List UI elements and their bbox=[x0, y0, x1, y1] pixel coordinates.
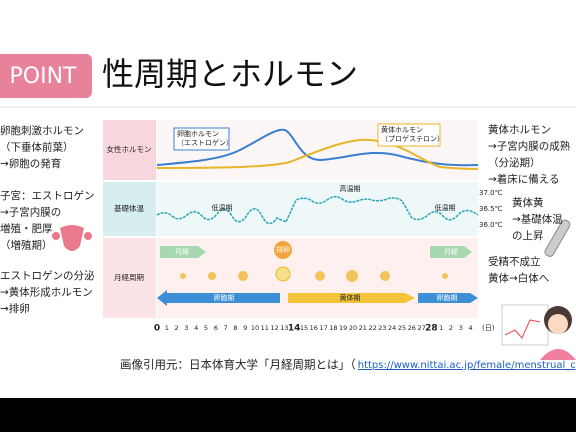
day-label: 23 bbox=[378, 324, 386, 332]
day-label: 22 bbox=[368, 324, 376, 332]
day-label: 13 bbox=[280, 324, 288, 332]
phase-arrow bbox=[288, 293, 415, 303]
day-label: 2 bbox=[449, 324, 453, 332]
left-note: （増殖期） bbox=[0, 239, 53, 252]
right-note: 黄体黄 bbox=[512, 196, 544, 209]
row-bg bbox=[103, 238, 156, 318]
temp-area bbox=[157, 182, 478, 236]
menses-arrow bbox=[430, 246, 472, 258]
ovulation-badge bbox=[274, 241, 292, 259]
badge: POINT bbox=[10, 64, 78, 89]
cycle-phase: 黄体期 bbox=[340, 293, 361, 302]
estrogen-box bbox=[173, 127, 230, 151]
day-label: 21 bbox=[359, 324, 367, 332]
right-note: の上昇 bbox=[512, 230, 544, 242]
cycle-phase: 卵胞期 bbox=[437, 293, 458, 302]
left-note: →黄体形成ホルモン bbox=[0, 286, 93, 299]
temp-phase: 高温期 bbox=[340, 184, 361, 193]
day-label: 16 bbox=[310, 324, 318, 332]
row-bg bbox=[103, 182, 156, 236]
right-note: 黄体→白体へ bbox=[488, 272, 549, 285]
cycle-event: 月経 bbox=[444, 247, 458, 256]
cycle-phase: 卵胞期 bbox=[214, 293, 235, 302]
row-label: 女性ホルモン bbox=[107, 144, 152, 154]
day-label: 17 bbox=[319, 324, 327, 332]
estrogen-curve bbox=[156, 128, 479, 167]
day-label: 10 bbox=[251, 324, 259, 332]
progesterone-label: 黄体ホルモン bbox=[381, 125, 423, 134]
temp-label: 36.0℃ bbox=[479, 221, 503, 229]
progesterone-curve bbox=[156, 138, 479, 170]
day-label: 11 bbox=[261, 324, 269, 332]
day-label: 3 bbox=[459, 324, 463, 332]
row-label: 基礎体温 bbox=[114, 203, 144, 213]
day-label: 1 bbox=[165, 324, 169, 332]
right-note: →着床に備える bbox=[488, 173, 559, 186]
day-label: 25 bbox=[398, 324, 406, 332]
row-bg bbox=[103, 120, 156, 180]
day-label: 26 bbox=[408, 324, 416, 332]
temp-line bbox=[156, 196, 479, 225]
phase-arrow bbox=[418, 293, 478, 303]
day-label: 0 bbox=[154, 324, 160, 334]
estrogen-label: （エストロゲン） bbox=[177, 138, 233, 147]
day-unit: (日) bbox=[482, 324, 495, 332]
day-label: 15 bbox=[300, 324, 308, 332]
day-label: 19 bbox=[339, 324, 347, 332]
right-note: →子宮内膜の成熟 bbox=[488, 140, 571, 153]
progesterone-box bbox=[377, 123, 441, 147]
left-note: →排卵 bbox=[0, 302, 30, 315]
right-note: （分泌期） bbox=[488, 156, 541, 169]
temp-label: 37.0℃ bbox=[479, 189, 503, 197]
temp-phase: 低温期 bbox=[212, 203, 233, 212]
bottom-bar bbox=[0, 398, 576, 432]
day-label: 27 bbox=[417, 324, 425, 332]
left-note: 子宮：エストロゲン bbox=[0, 189, 95, 202]
left-note: →子宮内膜の bbox=[0, 206, 61, 219]
day-label: 28 bbox=[425, 324, 438, 334]
cycle-event: 月経 bbox=[175, 247, 189, 256]
left-note: エストロゲンの分泌 bbox=[0, 269, 95, 282]
day-label: 7 bbox=[224, 324, 228, 332]
menses-arrow bbox=[160, 246, 206, 258]
uterus-icon bbox=[52, 225, 92, 251]
day-label: 4 bbox=[194, 324, 198, 332]
badge-box bbox=[0, 54, 92, 98]
day-label: 9 bbox=[243, 324, 247, 332]
day-label: 14 bbox=[288, 324, 301, 334]
thermometer-icon bbox=[544, 219, 571, 257]
day-label: 12 bbox=[270, 324, 278, 332]
estrogen-label: 卵胞ホルモン bbox=[177, 129, 219, 138]
day-label: 3 bbox=[184, 324, 188, 332]
day-label: 1 bbox=[439, 324, 443, 332]
cycle-event: 排卵 bbox=[276, 245, 290, 254]
row-label: 月経周期 bbox=[114, 272, 144, 282]
phase-arrow bbox=[157, 290, 280, 306]
day-label: 5 bbox=[204, 324, 208, 332]
day-label: 24 bbox=[388, 324, 396, 332]
left-note: 卵胞刺激ホルモン bbox=[0, 124, 84, 137]
woman-icon bbox=[501, 304, 576, 360]
right-note: 受精不成立 bbox=[488, 255, 541, 268]
right-note: →基礎体温 bbox=[512, 213, 563, 226]
progesterone-label: （プロゲステロン） bbox=[381, 134, 444, 143]
footer-prefix: 画像引用元：日本体育大学「月経周期とは」（ bbox=[120, 358, 356, 372]
day-label: 8 bbox=[233, 324, 237, 332]
right-note: 黄体ホルモン bbox=[488, 123, 551, 136]
day-label: 2 bbox=[175, 324, 179, 332]
day-label: 18 bbox=[329, 324, 337, 332]
left-note: 増殖・肥厚 bbox=[0, 222, 53, 235]
left-note: （下垂体前葉） bbox=[0, 141, 74, 154]
temp-phase: 低温期 bbox=[435, 203, 456, 212]
footer-link[interactable]: https://www.nittai.ac.jp/female/menstrua… bbox=[358, 360, 576, 371]
day-label: 4 bbox=[469, 324, 473, 332]
day-label: 6 bbox=[214, 324, 218, 332]
follicle-icons bbox=[180, 266, 448, 282]
day-label: 20 bbox=[349, 324, 357, 332]
temp-label: 36.5℃ bbox=[479, 205, 503, 213]
left-note: →卵胞の発育 bbox=[0, 157, 61, 170]
title: 性周期とホルモン bbox=[102, 55, 358, 93]
